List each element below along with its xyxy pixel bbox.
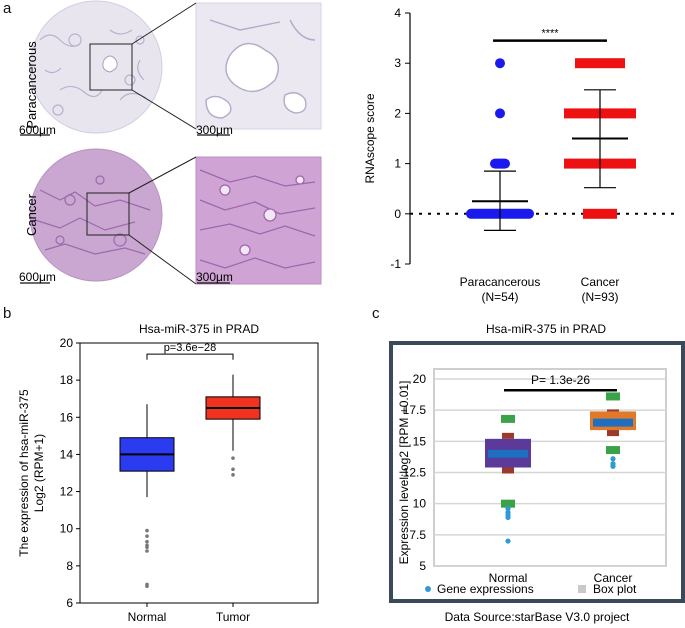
x-category-label: Paracancerous (460, 275, 541, 289)
expression-point (505, 538, 511, 544)
cancer-core-image (29, 148, 163, 282)
outlier-point (145, 584, 149, 589)
x-category-label: Normal (489, 571, 528, 585)
y-tick-label: 16 (60, 410, 74, 424)
data-points-score-3 (575, 58, 625, 69)
chart-title: Hsa-miR-375 in PRAD (139, 322, 259, 336)
pvalue-label: P= 1.3e-26 (531, 373, 590, 387)
y-tick-label: 12 (60, 485, 74, 499)
whisker-low-marker (606, 446, 620, 455)
y-axis-label: Log2 (RPM+1) (32, 434, 46, 512)
legend-box-plot-label: Box plot (593, 582, 637, 596)
row-label-cancer: Cancer (24, 193, 39, 236)
x-category-label: Normal (128, 610, 167, 624)
data-source-caption: Data Source:starBase V3.0 project (445, 610, 630, 624)
expression-point (505, 514, 511, 520)
row-label-paracancerous: Paracancerous (24, 41, 39, 129)
outlier-point (231, 473, 235, 477)
median-marker (593, 418, 633, 427)
outlier-point (145, 545, 149, 550)
x-category-label: Cancer (594, 571, 633, 585)
x-category-label: (N=54) (481, 290, 518, 304)
y-tick-label: 20 (413, 372, 427, 386)
cancer-zoom-image (195, 156, 322, 285)
histology-figure: Paracancerous Cancer 600μm 300μm 600μm 3… (19, 0, 322, 285)
y-tick-label: 2 (394, 106, 401, 120)
data-point-score-3 (495, 58, 505, 69)
y-tick-label: 10 (60, 522, 74, 536)
x-category-label: (N=93) (581, 290, 618, 304)
paracancerous-core-image (29, 0, 163, 134)
legend-box-plot-marker (578, 585, 586, 593)
median-marker (488, 449, 528, 458)
outlier-point (145, 549, 149, 553)
y-tick-label: 4 (394, 6, 401, 20)
prad-boxplot-b: Hsa-miR-375 in PRAD 6 8 10 12 14 16 18 20 The exp… (17, 322, 319, 624)
outlier-point (145, 528, 149, 533)
y-tick-label: 1 (394, 157, 401, 171)
lower-quartile-marker (607, 428, 619, 437)
legend-gene-expressions-marker (425, 586, 431, 592)
outlier-point (145, 539, 149, 544)
y-tick-label: 12.5 (403, 466, 427, 480)
pvalue-bracket (146, 353, 234, 360)
y-tick-label: 7.5 (409, 528, 426, 542)
panel-c-letter: c (372, 305, 380, 322)
whisker-low-marker (501, 499, 515, 508)
scale-label-bottom-right: 300μm (196, 270, 233, 284)
y-axis-label: The expression of hsa-miR-375 (17, 389, 31, 557)
significance-label: **** (541, 28, 559, 40)
upper-quartile-marker (502, 432, 514, 439)
y-axis-label: RNAscope score (363, 93, 377, 183)
panel-b-letter: b (3, 305, 12, 322)
plot-frame (79, 342, 319, 604)
scale-label-top-right: 300μm (196, 123, 233, 137)
y-tick-label: 3 (394, 56, 401, 70)
prad-boxplot-c: Hsa-miR-375 in PRAD 5 7.5 10 12.5 15 17.5 20Exp… (389, 322, 685, 624)
plot-frame (433, 368, 667, 567)
y-tick-label: 10 (413, 497, 427, 511)
lower-quartile-marker (502, 465, 514, 474)
x-category-label: Tumor (216, 610, 250, 624)
data-points-score-0 (583, 208, 617, 219)
outer-frame (389, 341, 685, 603)
y-axis-label: Expression level:log2 [RPM +0.01] (397, 381, 411, 565)
y-tick-label: 15 (413, 434, 427, 448)
outlier-point (145, 534, 149, 538)
y-tick-label: 6 (66, 596, 73, 610)
y-tick-label: 20 (60, 336, 74, 350)
panel-a-letter: a (3, 0, 12, 17)
y-tick-label: 5 (419, 559, 426, 573)
paracancerous-zoom-image (195, 2, 322, 130)
expression-point (505, 506, 511, 512)
pvalue-label: p=3.6e−28 (164, 342, 217, 354)
y-tick-label: 8 (66, 559, 73, 573)
legend-gene-expressions-label: Gene expressions (437, 582, 534, 596)
chart-title: Hsa-miR-375 in PRAD (486, 322, 606, 336)
outlier-point (231, 467, 235, 472)
data-points-score-1 (490, 158, 510, 169)
scale-label-bottom-left: 600μm (19, 270, 56, 284)
y-tick-label: -1 (390, 257, 401, 271)
whisker-high-marker (606, 392, 620, 401)
expression-point (610, 456, 616, 462)
y-tick-label: 17.5 (403, 403, 427, 417)
data-point-score-2 (495, 108, 505, 119)
y-tick-label: 18 (60, 373, 74, 387)
scale-label-top-left: 600μm (19, 123, 56, 137)
y-tick-label: 0 (394, 207, 401, 221)
x-category-label: Cancer (581, 275, 620, 289)
expression-point (610, 463, 616, 469)
whisker-high-marker (501, 414, 515, 423)
y-tick-label: 14 (60, 447, 74, 461)
outlier-point (231, 456, 235, 460)
